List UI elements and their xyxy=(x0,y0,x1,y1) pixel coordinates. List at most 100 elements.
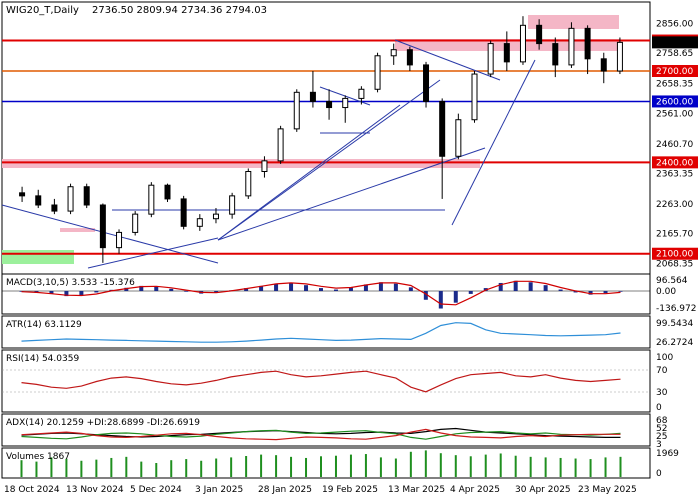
support-zone-mid xyxy=(2,159,480,168)
trendline-down-1 xyxy=(1,204,219,264)
macd-histogram-bar xyxy=(94,291,99,293)
macd-histogram-bar xyxy=(19,291,24,292)
price-level-tag-label: 2400.00 xyxy=(656,158,693,168)
candle-body xyxy=(132,213,139,233)
candle-body xyxy=(503,43,510,63)
macd-histogram-bar xyxy=(423,291,428,300)
volume-panel-frame xyxy=(1,447,651,479)
macd-histogram-bar xyxy=(528,282,533,291)
candle-body xyxy=(552,43,559,66)
macd-histogram-bar xyxy=(498,282,503,291)
adx-scale-52: 52 xyxy=(656,424,667,434)
x-tick-label: 19 Feb 2025 xyxy=(322,485,378,495)
price-tick-label: 2658.35 xyxy=(656,80,693,90)
candle-body xyxy=(326,100,333,109)
price-tick-label: 2460.70 xyxy=(656,140,693,150)
price-level-tag-label: 2700.00 xyxy=(656,67,693,77)
price-tick-label: 2856.00 xyxy=(656,19,693,29)
x-axis: 18 Oct 2024 13 Nov 2024 5 Dec 2024 3 Jan 20… xyxy=(4,485,637,495)
volume-indicator xyxy=(20,450,622,477)
rsi-panel-frame xyxy=(1,349,651,413)
adx-panel-frame xyxy=(1,413,651,447)
candle-body xyxy=(455,119,462,157)
macd-histogram-bar xyxy=(543,285,548,291)
macd-histogram-bar xyxy=(274,283,279,291)
candle-body xyxy=(67,186,74,212)
candle-body xyxy=(164,184,171,200)
candle-body xyxy=(196,218,203,227)
price-level-tag xyxy=(652,247,698,260)
candle-body xyxy=(309,91,316,102)
macd-histogram-bar xyxy=(289,282,294,291)
candle-body xyxy=(568,27,575,66)
price-level-tag xyxy=(652,65,698,77)
macd-scale-bottom: -136.972 xyxy=(656,304,696,314)
macd-histogram-bar xyxy=(319,288,323,291)
x-tick-label: 4 Apr 2025 xyxy=(450,485,500,495)
candle-body xyxy=(406,49,413,66)
adx-scale-25: 25 xyxy=(656,432,667,442)
x-tick-label: 30 Apr 2025 xyxy=(515,485,571,495)
candle-body xyxy=(277,128,284,162)
atr-panel-frame xyxy=(1,315,651,349)
x-tick-label: 3 Jan 2025 xyxy=(195,485,243,495)
candle-body xyxy=(51,204,58,212)
macd-histogram-bar xyxy=(214,291,219,293)
ohlc-readout: 2736.50 2809.94 2734.36 2794.03 xyxy=(92,5,267,16)
macd-histogram-bar xyxy=(184,291,189,292)
price-level-tag xyxy=(652,156,698,169)
candle-body xyxy=(245,171,252,197)
pink-zone-small xyxy=(60,228,95,232)
macd-scale-top: 96.564 xyxy=(656,276,688,286)
candle-body xyxy=(519,24,526,63)
candle-body xyxy=(229,195,236,215)
macd-histogram-bar xyxy=(124,287,129,291)
macd-signal-line xyxy=(21,280,621,306)
current-price-tag xyxy=(652,36,698,49)
macd-histogram-bar xyxy=(603,291,608,294)
macd-histogram-bar xyxy=(408,287,413,291)
trendline-steep xyxy=(451,59,536,226)
x-tick-label: 23 May 2025 xyxy=(578,485,637,495)
candle-body xyxy=(374,55,381,90)
volume-label: Volumes 1867 xyxy=(6,452,70,462)
adx-indicator xyxy=(21,427,621,441)
price-axis: 2856.00 2758.65 2658.35 2561.00 2460.70 2363.… xyxy=(652,19,698,269)
macd-histogram-bar xyxy=(558,289,563,291)
price-tick-label: 2263.00 xyxy=(656,200,693,210)
trendline-up-3 xyxy=(217,79,441,241)
price-level-tag xyxy=(652,95,698,108)
macd-histogram-bar xyxy=(438,291,443,309)
x-tick-label: 18 Oct 2024 xyxy=(4,485,60,495)
candle-body xyxy=(99,204,106,249)
macd-histogram-bar xyxy=(348,287,353,291)
candle-body xyxy=(148,184,155,215)
rsi-label: RSI(14) 54.0359 xyxy=(6,354,79,364)
price-tick-label: 2758.65 xyxy=(656,49,693,59)
candle-body xyxy=(600,58,607,72)
price-tick-label: 2068.35 xyxy=(656,259,693,269)
macd-histogram-bar xyxy=(393,283,398,291)
x-tick-label: 13 Nov 2024 xyxy=(66,485,124,495)
price-level-tag-label: 2100.00 xyxy=(656,250,693,260)
rsi-scale-70: 70 xyxy=(656,366,668,376)
atr-label: ATR(14) 63.1129 xyxy=(6,320,82,330)
macd-histogram-bar xyxy=(333,289,338,291)
macd-histogram-bar xyxy=(573,291,578,293)
rsi-scale-30: 30 xyxy=(656,388,668,398)
atr-scale-top: 99.5434 xyxy=(656,319,693,329)
candle-body xyxy=(358,88,365,99)
macd-histogram-bar xyxy=(468,291,473,294)
candle-body xyxy=(261,160,268,173)
candle-body xyxy=(487,43,494,75)
atr-line xyxy=(21,322,621,343)
candle-body xyxy=(116,231,123,249)
macd-scale-zero: 0.00 xyxy=(656,287,676,297)
candle-body xyxy=(342,97,349,109)
candle-body xyxy=(439,100,446,157)
candle-body xyxy=(180,198,187,227)
support-zone-green xyxy=(2,250,74,264)
price-tick-label: 2363.35 xyxy=(656,170,693,180)
